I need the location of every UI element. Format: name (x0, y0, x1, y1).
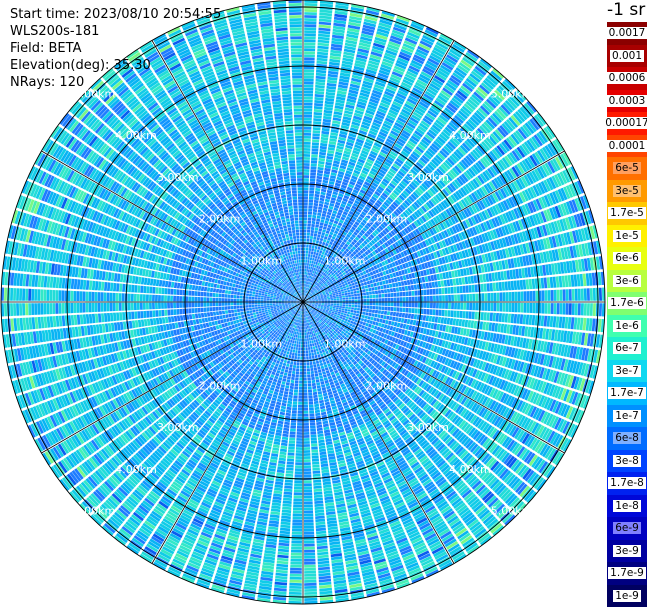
range-ring-label: 4.00km (449, 463, 491, 476)
range-labels: 1.00km 1.00km 1.00km 1.00km 2.00km 2.00km 2.00… (74, 87, 533, 517)
colorbar-swatch: 1e-8 (607, 494, 647, 517)
colorbar-tick-label: 3e-6 (613, 274, 641, 287)
colorbar-tick-label: 3e-7 (613, 364, 641, 377)
colorbar-swatch: 3e-6 (607, 269, 647, 292)
instrument-label: WLS200s-181 (10, 24, 100, 39)
colorbar-swatch: 0.00017 (603, 112, 647, 135)
range-ring-label: 5.00km (491, 87, 533, 100)
colorbar-swatch: 6e-8 (607, 427, 647, 450)
ppi-radar-plot: 1.00km 1.00km 1.00km 1.00km 2.00km 2.00km 2.00… (0, 0, 606, 605)
colorbar-tick-label: 1.7e-9 (608, 567, 646, 580)
colorbar-swatch: 0.0001 (606, 134, 647, 157)
colorbar-tick-label: 1.7e-5 (608, 207, 646, 220)
range-ring-grid (0, 0, 606, 605)
colorbar-swatch: 1e-6 (607, 314, 647, 337)
colorbar-swatch: 3e-5 (607, 179, 647, 202)
colorbar-tick-label: 3e-8 (613, 454, 641, 467)
colorbar-tick-label: 1.7e-8 (608, 477, 646, 490)
colorbar-tick-label: 6e-5 (613, 162, 641, 175)
colorbar-swatch: 3e-9 (607, 539, 647, 562)
colorbar-swatch: 3e-8 (607, 449, 647, 472)
range-ring-label: 3.00km (157, 171, 199, 184)
colorbar-swatch: 6e-6 (607, 247, 647, 270)
colorbar-tick-label: 6e-9 (613, 522, 641, 535)
range-ring-label: 4.00km (115, 463, 157, 476)
colorbar-tick-label: 1e-9 (613, 589, 641, 602)
colorbar-swatch: 1.7e-6 (607, 292, 647, 315)
range-ring-label: 2.00km (199, 379, 241, 392)
range-ring-label: 2.00km (366, 379, 408, 392)
range-ring-label: 4.00km (115, 129, 157, 142)
colorbar-tick-label: 6e-8 (613, 432, 641, 445)
range-ring-label: 1.00km (241, 254, 283, 267)
colorbar-swatch: 6e-5 (607, 157, 647, 180)
field-label: Field: BETA (10, 41, 82, 56)
colorbar-swatch: 1e-9 (607, 584, 647, 607)
colorbar-units-label: -1 sr (607, 0, 646, 20)
colorbar-swatch: 0.001 (607, 44, 647, 67)
colorbar-tick-label: 0.0006 (606, 72, 647, 85)
colorbar-tick-label: 1e-6 (613, 319, 641, 332)
colorbar-tick-label: 0.0003 (606, 94, 647, 107)
colorbar-swatch: 0.0017 (606, 22, 647, 45)
colorbar-swatch: 6e-7 (607, 337, 647, 360)
range-ring-label: 5.00km (491, 505, 533, 518)
start-time-label: Start time: 2023/08/10 20:54:55 (10, 7, 222, 22)
range-ring-label: 3.00km (407, 171, 449, 184)
range-ring-label: 1.00km (324, 254, 366, 267)
range-ring-label: 4.00km (449, 129, 491, 142)
range-ring-label: 3.00km (157, 421, 199, 434)
colorbar-tick-label: 1e-7 (613, 409, 641, 422)
colorbar-swatch: 1.7e-7 (607, 382, 647, 405)
elevation-label: Elevation(deg): 35.30 (10, 58, 151, 73)
colorbar-tick-label: 0.0001 (606, 139, 647, 152)
colorbar-swatch: 0.0003 (606, 89, 647, 112)
range-ring-label: 1.00km (241, 338, 283, 351)
range-ring-label: 2.00km (366, 213, 408, 226)
range-ring-label: 1.00km (324, 338, 366, 351)
colorbar-swatch: 1.7e-9 (607, 562, 647, 585)
colorbar-tick-label: 6e-7 (613, 342, 641, 355)
colorbar-swatch: 1.7e-5 (607, 202, 647, 225)
colorbar-tick-label: 0.0017 (606, 27, 647, 40)
colorbar-tick-label: 3e-9 (613, 544, 641, 557)
scan-info-panel: Start time: 2023/08/10 20:54:55 WLS200s-… (10, 6, 245, 91)
colorbar-tick-label: 6e-6 (613, 252, 641, 265)
colorbar-swatch: 1.7e-8 (607, 472, 647, 495)
range-ring-label: 2.00km (199, 213, 241, 226)
colorbar-swatch: 3e-7 (607, 359, 647, 382)
colorbar-tick-label: 1e-5 (613, 229, 641, 242)
colorbar-swatch: 0.0006 (606, 67, 647, 90)
colorbar-tick-label: 1.7e-7 (608, 387, 646, 400)
range-ring-label: 5.00km (74, 505, 116, 518)
colorbar-tick-label: 1e-8 (613, 499, 641, 512)
colorbar-swatch: 6e-9 (607, 517, 647, 540)
colorbar-tick-label: 0.00017 (603, 117, 647, 130)
colorbar-swatch: 1e-5 (607, 224, 647, 247)
colorbar-tick-label: 3e-5 (613, 184, 641, 197)
nrays-label: NRays: 120 (10, 75, 85, 90)
colorbar-legend: 0.0017 0.001 0.0006 0.0003 0.00017 0.0001 6e-5… (603, 22, 647, 607)
range-ring-label: 5.00km (74, 87, 116, 100)
colorbar-tick-label: 0.001 (609, 49, 645, 62)
colorbar-swatch: 1e-7 (607, 404, 647, 427)
range-ring-label: 3.00km (407, 421, 449, 434)
colorbar-tick-label: 1.7e-6 (608, 297, 646, 310)
